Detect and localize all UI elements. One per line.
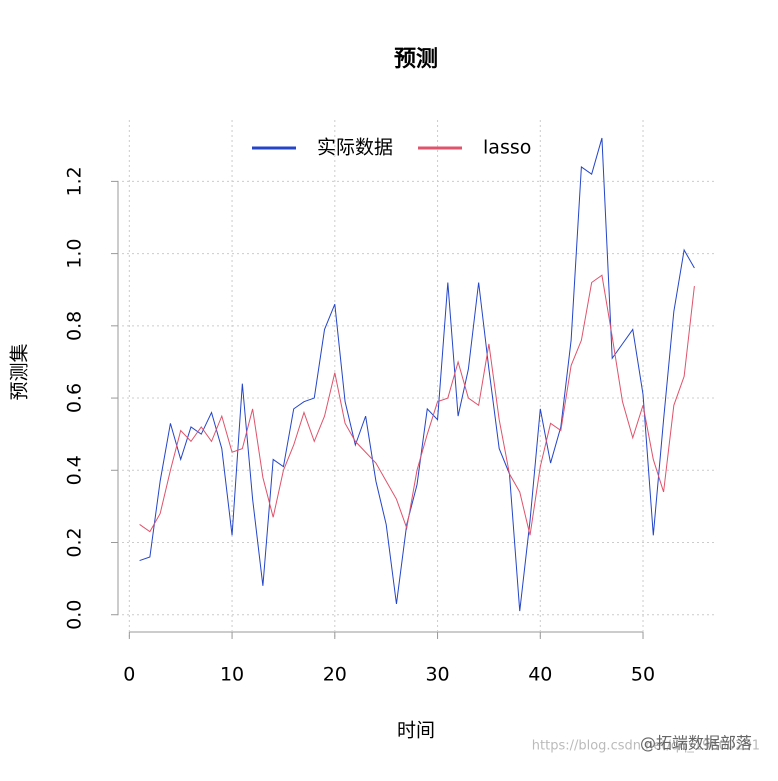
x-tick-label: 20 [323,664,347,686]
legend-label: 实际数据 [317,137,393,159]
y-tick-label: 0.0 [64,600,86,630]
x-axis-label: 时间 [397,720,435,742]
y-axis-label: 预测集 [9,343,31,400]
series-line [139,137,695,612]
watermark: https://blog.csdn.net/qq_19600291 [532,739,760,754]
chart-title: 预测 [394,47,438,72]
y-tick-label: 0.6 [64,383,86,413]
watermark: @拓端数据部落 [640,734,752,753]
x-tick-label: 30 [425,664,449,686]
x-tick-label: 50 [631,664,655,686]
y-tick-label: 1.2 [64,166,86,196]
x-tick-label: 40 [528,664,552,686]
x-tick-label: 10 [220,664,244,686]
legend-label: lasso [483,137,531,159]
x-tick-label: 0 [123,664,135,686]
y-tick-label: 1.0 [64,239,86,269]
y-tick-label: 0.4 [64,455,86,485]
y-tick-label: 0.8 [64,311,86,341]
series-line [139,274,695,536]
y-tick-label: 0.2 [64,527,86,557]
